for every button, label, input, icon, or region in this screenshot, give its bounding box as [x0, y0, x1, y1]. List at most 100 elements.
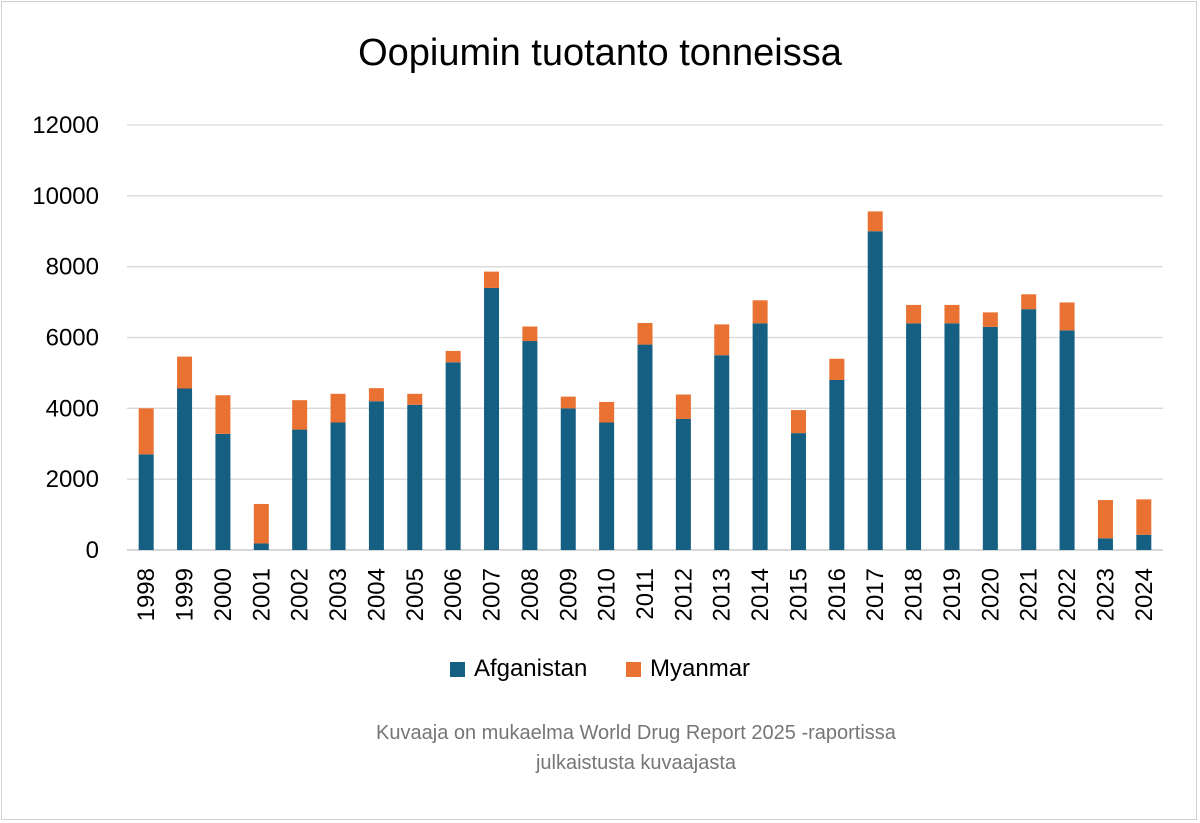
source-note-line-1: Kuvaaja on mukaelma World Drug Report 20… — [376, 722, 896, 744]
x-tick-label: 2008 — [517, 568, 544, 621]
bar-myanmar — [484, 271, 500, 288]
bar-myanmar — [138, 408, 154, 455]
x-tick-label: 2000 — [210, 568, 237, 621]
bar-myanmar — [215, 395, 231, 434]
x-tick-label: 2011 — [632, 568, 659, 620]
bar-myanmar — [790, 410, 806, 434]
x-tick-label: 2010 — [594, 568, 621, 621]
legend: Afganistan Myanmar — [0, 655, 1200, 684]
bar-afganistan — [253, 543, 269, 550]
bar-myanmar — [1136, 499, 1152, 535]
bar-afganistan — [944, 323, 960, 550]
bar-myanmar — [560, 396, 576, 409]
bar-afganistan — [292, 429, 308, 550]
bar-afganistan — [675, 418, 691, 550]
x-tick-label: 1999 — [172, 568, 199, 621]
legend-swatch-myanmar — [626, 661, 642, 677]
x-tick-label: 2023 — [1092, 568, 1119, 621]
x-tick-label: 1998 — [133, 568, 160, 621]
x-tick-label: 2013 — [709, 568, 736, 621]
x-tick-label: 2006 — [440, 568, 467, 621]
x-tick-label: 2024 — [1131, 568, 1158, 621]
bar-afganistan — [637, 344, 653, 550]
x-tick-label: 2003 — [325, 568, 352, 621]
plot-area: 0 2000 4000 6000 8000 10000 12000 1998 1999 2000 2… — [32, 112, 1163, 621]
x-tick-label: 2009 — [555, 568, 582, 621]
x-tick-label: 2021 — [1016, 568, 1043, 621]
x-tick-label: 2019 — [939, 568, 966, 621]
x-tick-label: 2018 — [901, 568, 928, 621]
bar-myanmar — [292, 400, 308, 430]
bar-myanmar — [599, 401, 615, 423]
y-tick-label: 2000 — [46, 466, 99, 493]
bar-afganistan — [982, 326, 998, 550]
bar-afganistan — [714, 355, 730, 550]
bar-myanmar — [330, 393, 346, 423]
bar-myanmar — [714, 324, 730, 356]
x-tick-label: 2020 — [977, 568, 1004, 621]
bar-afganistan — [215, 433, 231, 550]
x-tick-label: 2005 — [402, 568, 429, 621]
bar-afganistan — [330, 422, 346, 550]
bar-myanmar — [906, 304, 922, 324]
y-tick-label: 10000 — [32, 183, 99, 210]
x-tick-label: 2007 — [479, 568, 506, 621]
y-tick-label: 6000 — [46, 325, 99, 352]
bar-myanmar — [407, 393, 423, 405]
bar-myanmar — [177, 356, 193, 389]
x-tick-label: 2022 — [1054, 568, 1081, 621]
bar-myanmar — [1059, 302, 1075, 331]
bar-afganistan — [829, 380, 845, 550]
bar-afganistan — [599, 422, 615, 550]
x-tick-label: 2002 — [287, 568, 314, 621]
bar-myanmar — [445, 350, 461, 363]
y-tick-label: 0 — [86, 537, 99, 564]
legend-item-afganistan: Afganistan — [449, 655, 588, 683]
y-tick-label: 4000 — [46, 395, 99, 422]
legend-label-myanmar: Myanmar — [650, 655, 751, 682]
bar-afganistan — [752, 323, 768, 550]
x-tick-label: 2004 — [363, 568, 390, 621]
bar-afganistan — [560, 408, 576, 550]
bar-afganistan — [522, 341, 538, 550]
x-tick-label: 2001 — [248, 568, 275, 621]
source-note-line-2: julkaistusta kuvaajasta — [535, 752, 737, 774]
bar-myanmar — [522, 326, 538, 342]
bar-myanmar — [253, 503, 269, 544]
bar-myanmar — [944, 304, 960, 324]
bar-afganistan — [1097, 538, 1113, 550]
bar-afganistan — [368, 401, 384, 550]
bar-afganistan — [790, 433, 806, 550]
bar-afganistan — [177, 388, 193, 550]
x-tick-label: 2014 — [747, 568, 774, 621]
bar-myanmar — [1097, 500, 1113, 539]
bar-afganistan — [906, 323, 922, 550]
bar-myanmar — [982, 312, 998, 327]
x-tick-label: 2017 — [862, 568, 889, 621]
bar-myanmar — [752, 300, 768, 324]
bar-myanmar — [675, 394, 691, 419]
bar-afganistan — [1021, 309, 1037, 550]
bar-myanmar — [829, 358, 845, 380]
bar-myanmar — [1021, 294, 1037, 310]
x-tick-label: 2015 — [785, 568, 812, 621]
bar-myanmar — [867, 211, 883, 232]
bar-afganistan — [407, 404, 423, 550]
legend-label-afganistan: Afganistan — [473, 655, 588, 682]
bar-afganistan — [138, 454, 154, 550]
source-note: Kuvaaja on mukaelma World Drug Report 20… — [0, 718, 1200, 778]
bar-afganistan — [484, 287, 500, 550]
y-tick-label: 8000 — [46, 254, 99, 281]
bar-myanmar — [368, 388, 384, 402]
bar-afganistan — [1136, 534, 1152, 550]
bar-myanmar — [637, 322, 653, 345]
bar-afganistan — [1059, 330, 1075, 550]
chart-title: Oopiumin tuotanto tonneissa — [358, 32, 842, 74]
bar-afganistan — [445, 362, 461, 550]
x-tick-label: 2012 — [670, 568, 697, 621]
legend-item-myanmar: Myanmar — [626, 655, 750, 683]
y-tick-label: 12000 — [32, 112, 99, 139]
legend-swatch-afganistan — [449, 661, 465, 677]
bar-afganistan — [867, 231, 883, 550]
x-tick-label: 2016 — [824, 568, 851, 621]
